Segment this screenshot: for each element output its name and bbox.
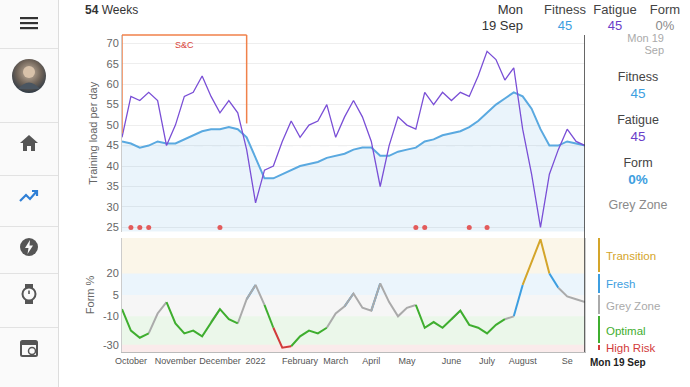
html-text:Mon: Mon — [497, 2, 523, 17]
svg-text:Form %: Form % — [84, 275, 96, 314]
svg-text:May: May — [398, 356, 416, 366]
svg-text:October: October — [115, 356, 147, 366]
html-text:Fitness: Fitness — [544, 2, 586, 17]
svg-text:S&C: S&C — [175, 40, 194, 50]
html-text:45: 45 — [630, 129, 646, 144]
html-text:Grey Zone: Grey Zone — [606, 299, 661, 312]
svg-text:November: November — [155, 356, 197, 366]
svg-text:June: June — [442, 356, 462, 366]
svg-text:July: July — [479, 356, 496, 366]
svg-text:August: August — [509, 356, 538, 366]
svg-text:35: 35 — [107, 180, 119, 192]
html-text:0%: 0% — [628, 172, 648, 187]
html-text:High Risk: High Risk — [606, 342, 656, 355]
html-text:Sep: Sep — [644, 44, 664, 56]
svg-text:45: 45 — [107, 139, 119, 151]
svg-text:40: 40 — [107, 160, 119, 172]
svg-text:-10: -10 — [103, 310, 119, 322]
html-text:0%: 0% — [655, 18, 675, 33]
svg-text:-30: -30 — [103, 339, 119, 351]
html-text:Mon 19: Mon 19 — [627, 32, 664, 44]
html-text:Fatigue: Fatigue — [593, 2, 637, 17]
html-text:Fresh: Fresh — [606, 278, 636, 291]
svg-text:60: 60 — [107, 78, 119, 90]
html-text:Fitness: Fitness — [617, 70, 659, 84]
svg-text:Mon 19 Sep: Mon 19 Sep — [590, 357, 646, 368]
svg-text:55: 55 — [107, 98, 119, 110]
svg-text:20: 20 — [107, 267, 119, 279]
html-text:Optimal: Optimal — [606, 324, 646, 337]
svg-text:70: 70 — [107, 37, 119, 49]
svg-text:April: April — [362, 356, 380, 366]
svg-text:February: February — [282, 356, 319, 366]
html-text:54 Weeks: 54 Weeks — [85, 3, 139, 17]
svg-text:Se: Se — [562, 356, 573, 366]
html-text:Form: Form — [649, 2, 681, 17]
svg-text:Training load per day: Training load per day — [87, 81, 99, 184]
html-text:45: 45 — [607, 18, 623, 33]
html-text:Grey Zone: Grey Zone — [608, 198, 668, 212]
svg-text:30: 30 — [107, 201, 119, 213]
svg-text:25: 25 — [107, 221, 119, 233]
svg-text:50: 50 — [107, 119, 119, 131]
html-text:45: 45 — [630, 86, 646, 101]
html-text:45: 45 — [557, 18, 573, 33]
svg-text:March: March — [323, 356, 348, 366]
html-text:Form: Form — [623, 156, 653, 170]
svg-text:65: 65 — [107, 58, 119, 70]
html-text:19 Sep: 19 Sep — [481, 18, 523, 33]
svg-text:5: 5 — [113, 289, 119, 301]
svg-text:December: December — [199, 356, 241, 366]
html-text:Transition: Transition — [606, 249, 657, 262]
svg-text:2022: 2022 — [246, 356, 266, 366]
html-text:Fatigue: Fatigue — [617, 113, 659, 127]
